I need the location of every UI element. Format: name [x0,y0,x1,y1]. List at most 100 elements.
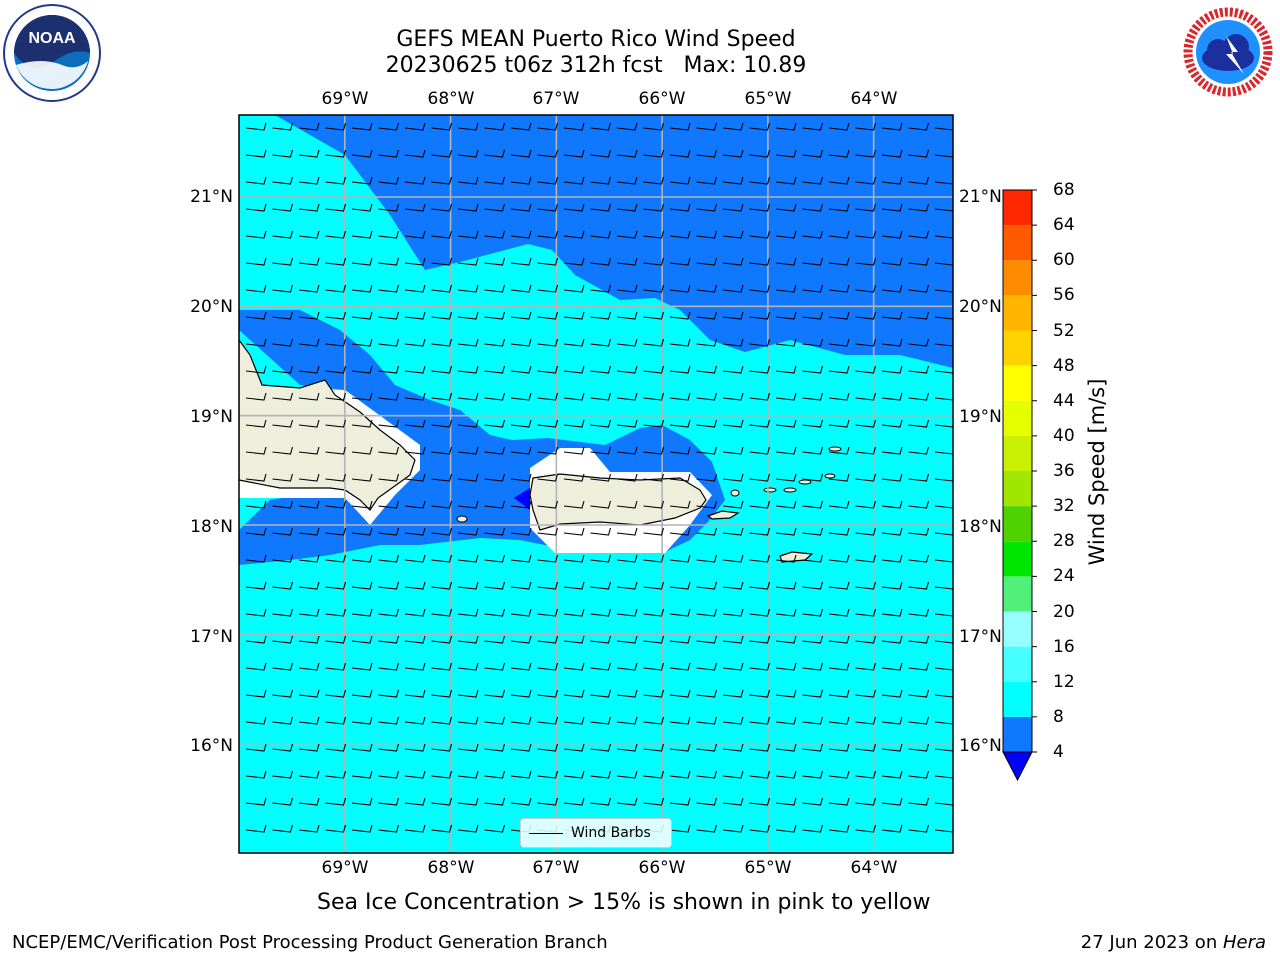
colorbar-tick-label: 8 [1053,706,1064,727]
wind-barb [722,311,744,320]
wind-barb [881,446,903,455]
wind-barb [298,716,320,725]
wind-barb [298,230,320,239]
wind-barb [510,149,532,158]
colorbar [1002,189,1037,782]
wind-barb [404,203,426,212]
wind-barb [722,608,744,617]
wind-barb [325,473,347,482]
wind-barb [298,392,320,401]
map-legend: Wind Barbs [520,818,672,848]
wind-barb [908,770,930,779]
wind-barb [749,716,771,725]
wind-barb [563,581,585,590]
small-island [828,446,842,452]
wind-barb [351,608,373,617]
wind-barb [934,343,953,347]
wind-barb [722,284,744,293]
wind-barb [643,743,665,752]
wind-barb [298,608,320,617]
wind-barb [828,365,850,374]
wind-barb [696,257,718,266]
wind-barb [590,365,612,374]
wind-barb [908,797,930,806]
wind-barb [272,716,294,725]
colorbar-swatch [1003,471,1032,507]
wind-barb [855,122,877,131]
wind-barb [616,608,638,617]
wind-barb [325,635,347,644]
small-island [456,515,468,523]
wind-barb [431,797,453,806]
wind-barb [245,338,267,347]
wind-barb [775,149,797,158]
wind-barb [431,149,453,158]
wind-barb [749,824,771,833]
wind-barb [378,635,400,644]
wind-barb [378,662,400,671]
wind-barb [881,662,903,671]
wind-barb [351,662,373,671]
wind-barb [775,662,797,671]
wind-barb [484,122,506,131]
wind-barb [722,203,744,212]
wind-barb [643,473,665,482]
wind-barb [590,284,612,293]
wind-barb [696,203,718,212]
wind-barb [272,770,294,779]
wind-barb [908,500,930,509]
wind-barb [934,451,953,455]
wind-barb [404,527,426,536]
wind-barb [616,527,638,536]
wind-barb [457,203,479,212]
wind-barb [378,446,400,455]
wind-barb [881,311,903,320]
wind-barb [510,176,532,185]
wind-barb [378,284,400,293]
wind-barb [404,338,426,347]
wind-barb [325,338,347,347]
colorbar-tick-label: 12 [1053,671,1075,692]
wind-barb [245,257,267,266]
wind-barb [881,419,903,428]
wind-barb [643,689,665,698]
wind-barb [325,176,347,185]
wind-barb [510,419,532,428]
wind-barb [431,716,453,725]
wind-barb [431,473,453,482]
wind-barb [272,824,294,833]
wind-barb [616,311,638,320]
wind-barb [378,527,400,536]
wind-barb [404,176,426,185]
wind-barb [802,500,824,509]
wind-barb [484,554,506,563]
colorbar-tick-label: 44 [1053,390,1075,411]
wind-barb [669,581,691,590]
wind-barb [245,797,267,806]
wind-barb [775,527,797,536]
noaa-logo-icon: NOAA [3,4,101,102]
wind-barb [881,203,903,212]
footer-credit: NCEP/EMC/Verification Post Processing Pr… [12,932,608,953]
wind-barb [881,527,903,536]
wind-barb [404,662,426,671]
wind-barb [537,203,559,212]
wind-barb [775,284,797,293]
wind-barb [722,743,744,752]
wind-barb [908,149,930,158]
colorbar-tick-label: 40 [1053,425,1075,446]
wind-barb [669,554,691,563]
wind-barb [669,527,691,536]
wind-barb [272,473,294,482]
wind-barb [457,581,479,590]
wind-barb [934,505,953,509]
wind-barb [775,716,797,725]
colorbar-tick-label: 56 [1053,285,1075,306]
wind-barb [325,527,347,536]
colorbar-title: Wind Speed [m/s] [1085,378,1109,566]
wind-barb [590,743,612,752]
wind-barb [616,203,638,212]
wind-barb [934,532,953,536]
wind-barb [272,689,294,698]
wind-band-4-8 [275,115,953,368]
